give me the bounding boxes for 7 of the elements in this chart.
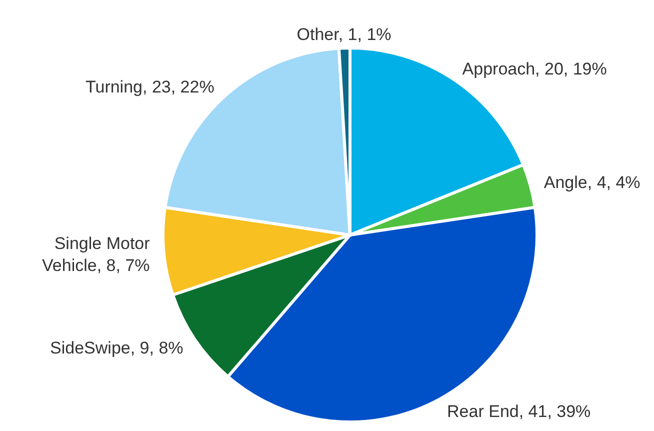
slice-label: Approach, 20, 19% (462, 59, 607, 78)
slice-label: SideSwipe, 9, 8% (50, 338, 184, 358)
slice-label: Single Motor Vehicle, 8, 7% (42, 234, 150, 275)
slice-label: Angle, 4, 4% (544, 173, 640, 192)
slice-label: Rear End, 41, 39% (447, 402, 591, 422)
slice-label: Other, 1, 1% (296, 25, 392, 44)
slice-label: Turning, 23, 22% (85, 78, 214, 97)
